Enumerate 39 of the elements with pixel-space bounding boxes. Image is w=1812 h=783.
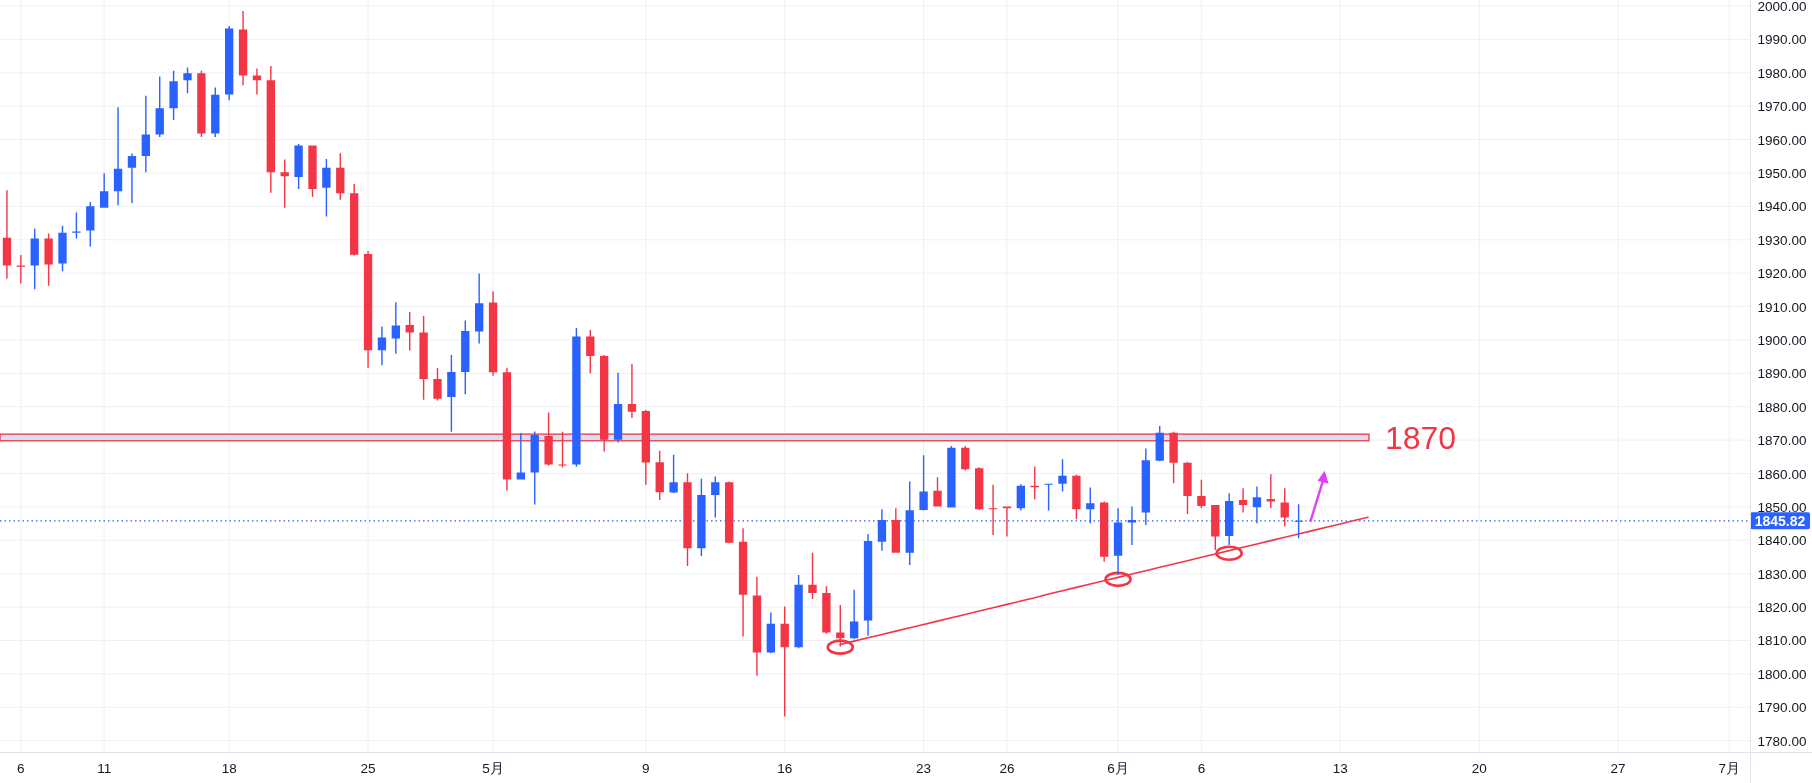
x-tick-label: 6 xyxy=(17,761,25,776)
y-tick-label: 1960.00 xyxy=(1757,132,1807,148)
x-tick-label: 16 xyxy=(777,761,793,776)
y-tick-label: 1920.00 xyxy=(1757,266,1807,282)
x-tick-label: 13 xyxy=(1332,761,1348,776)
y-tick-label: 1880.00 xyxy=(1757,399,1807,415)
y-tick-label: 1820.00 xyxy=(1757,600,1807,616)
y-tick-label: 1850.00 xyxy=(1757,499,1807,515)
y-tick-label: 1890.00 xyxy=(1757,366,1807,382)
y-tick-label: 1840.00 xyxy=(1757,533,1807,549)
x-tick-label: 11 xyxy=(97,761,112,776)
x-tick-label: 5月 xyxy=(482,761,504,776)
ref-line-label: 1845.82 xyxy=(1754,512,1806,529)
y-tick-label: 1780.00 xyxy=(1757,733,1807,749)
x-tick-label: 18 xyxy=(221,761,237,776)
x-tick-label: 9 xyxy=(642,761,650,776)
x-tick-label: 6 xyxy=(1197,761,1206,776)
x-tick-label: 6月 xyxy=(1107,761,1129,776)
x-tick-label: 27 xyxy=(1610,761,1626,776)
y-tick-label: 1860.00 xyxy=(1757,466,1807,482)
y-tick-label: 1950.00 xyxy=(1757,165,1807,181)
x-tick-label: 7月 xyxy=(1718,761,1740,776)
y-tick-label: 1940.00 xyxy=(1757,199,1807,215)
y-tick-label: 1930.00 xyxy=(1757,232,1807,248)
x-tick-label: 26 xyxy=(999,761,1015,776)
y-tick-label: 1910.00 xyxy=(1757,299,1807,315)
y-tick-label: 1980.00 xyxy=(1757,65,1807,81)
y-tick-label: 1870.00 xyxy=(1757,433,1807,449)
y-tick-label: 1790.00 xyxy=(1757,700,1807,716)
y-tick-label: 1800.00 xyxy=(1757,666,1807,682)
y-tick-label: 1990.00 xyxy=(1757,32,1807,48)
y-tick-label: 1970.00 xyxy=(1757,99,1807,115)
y-tick-label: 2000.00 xyxy=(1757,0,1807,15)
x-tick-label: 23 xyxy=(916,761,932,776)
y-tick-label: 1830.00 xyxy=(1757,566,1807,582)
x-tick-label: 20 xyxy=(1471,761,1487,776)
x-tick-label: 25 xyxy=(360,761,376,776)
y-tick-label: 1810.00 xyxy=(1757,633,1807,649)
y-tick-label: 1900.00 xyxy=(1757,332,1807,348)
